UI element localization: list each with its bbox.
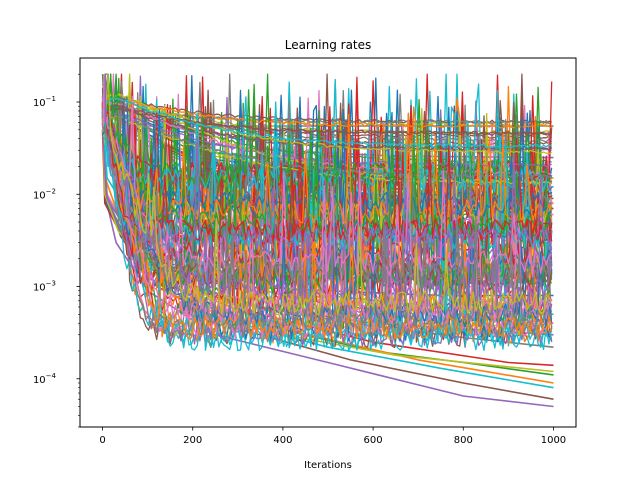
series-line xyxy=(101,73,553,316)
series-line xyxy=(101,78,552,194)
series-line xyxy=(102,93,553,155)
x-tick-label: 0 xyxy=(99,435,105,446)
x-axis-label: Iterations xyxy=(304,460,352,471)
series-line xyxy=(102,104,552,137)
x-tick-label: 800 xyxy=(454,435,473,446)
series-line xyxy=(102,96,553,329)
y-tick-label: 10−3 xyxy=(33,280,56,294)
series-line xyxy=(101,73,553,229)
x-axis: 0 200 400 600 800 1000 xyxy=(99,427,566,446)
y-tick-label: 10−2 xyxy=(33,187,56,201)
chart-title: Learning rates xyxy=(285,38,372,52)
series-line xyxy=(101,104,553,218)
series-line xyxy=(102,109,553,325)
series-line xyxy=(102,97,553,129)
series-line xyxy=(102,97,552,149)
series-line xyxy=(101,106,553,225)
series-line xyxy=(101,126,553,328)
x-tick-label: 200 xyxy=(183,435,202,446)
series-line xyxy=(101,106,554,373)
x-tick-label: 400 xyxy=(273,435,292,446)
series-line xyxy=(101,73,552,186)
series-line xyxy=(101,122,553,347)
series-line xyxy=(102,108,552,125)
x-tick-label: 1000 xyxy=(541,435,566,446)
series-line xyxy=(102,106,553,151)
series-line xyxy=(102,114,553,179)
series-line xyxy=(102,101,552,175)
series-layer xyxy=(101,73,554,408)
y-tick-label: 10−1 xyxy=(33,95,56,109)
x-tick-label: 600 xyxy=(364,435,383,446)
y-axis: 10−4 10−3 10−2 10−1 xyxy=(33,73,80,428)
y-tick-label: 10−4 xyxy=(33,372,57,386)
